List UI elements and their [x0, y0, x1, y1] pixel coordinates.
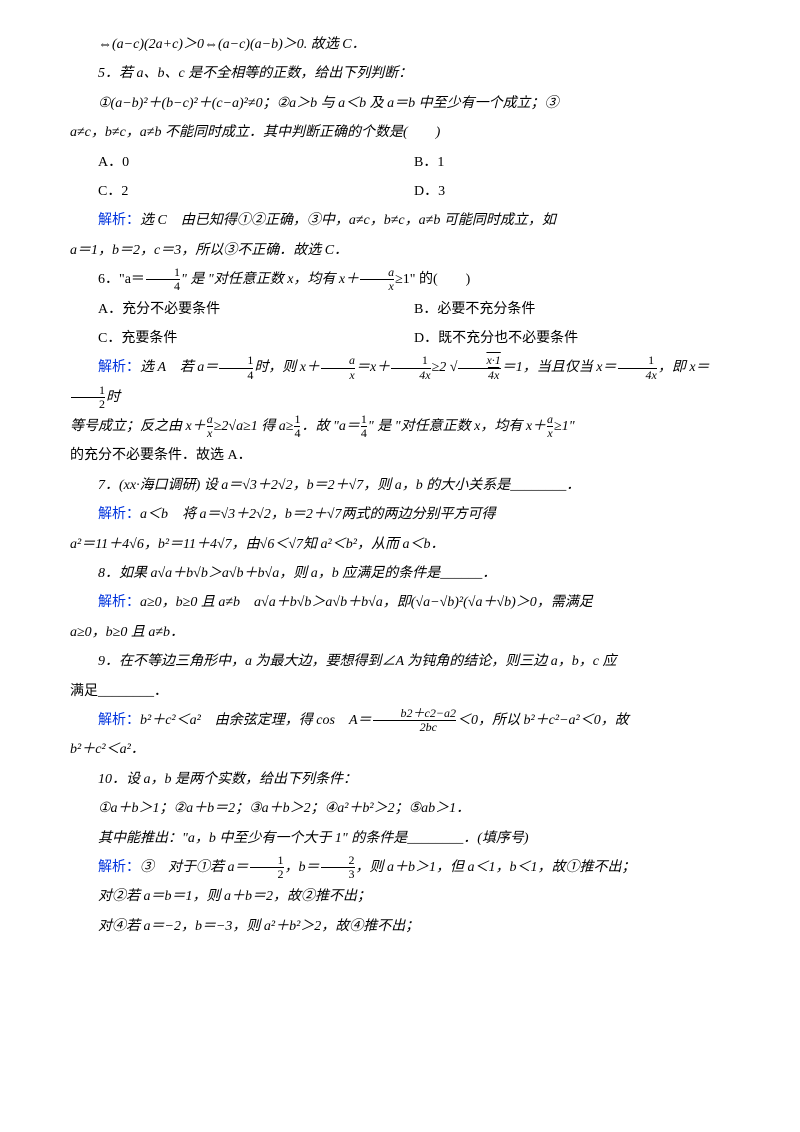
q8-stem: 8．如果 a√a＋b√b＞a√b＋b√a，则 a，b 应满足的条件是______…	[70, 559, 730, 588]
q10-stem: 10．设 a，b 是两个实数，给出下列条件：	[70, 765, 730, 794]
q9-analysis-1: 解析：b²＋c²＜a² 由余弦定理，得 cos A＝b2＋c2−a22bc＜0，…	[70, 706, 730, 735]
q6-options-row1: A．充分不必要条件 B．必要不充分条件	[98, 295, 730, 324]
q9-analysis-2: b²＋c²＜a²．	[70, 735, 730, 764]
q5-analysis: 解析：选 C 由已知得①②正确，③中，a≠c，b≠c，a≠b 可能同时成立，如	[70, 206, 730, 235]
q10-conds: ①a＋b＞1；②a＋b＝2；③a＋b＞2；④a²＋b²＞2；⑤ab＞1．	[70, 794, 730, 823]
q6-optC: C．充要条件	[98, 324, 414, 353]
q10-analysis-2: 对②若 a＝b＝1，则 a＋b＝2，故②推不出；	[70, 882, 730, 911]
q5-options-row1: A．0 B．1	[98, 148, 730, 177]
q5-analysis-2: a＝1，b＝2，c＝3，所以③不正确．故选 C．	[70, 236, 730, 265]
q10-analysis-1: 解析：③ 对于①若 a＝12，b＝23，则 a＋b＞1，但 a＜1，b＜1，故①…	[70, 853, 730, 882]
q5-optD: D．3	[414, 177, 730, 206]
frac-a-x: ax	[360, 266, 394, 293]
q6-analysis-1: 解析：选 A 若 a＝14时，则 x＋ax＝x＋14x≥2 √x·14x＝1，当…	[70, 353, 730, 412]
analysis-label: 解析：	[98, 507, 140, 522]
q5-stmt2: a≠c，b≠c，a≠b 不能同时成立．其中判断正确的个数是( )	[70, 118, 730, 147]
frac-1-4: 14	[146, 266, 180, 293]
q5-options-row2: C．2 D．3	[98, 177, 730, 206]
analysis-label: 解析：	[98, 360, 140, 375]
q6-analysis-2: 等号成立；反之由 x＋ax≥2√a≥1 得 a≥14．故 "a＝14" 是 "对…	[70, 412, 730, 441]
q6-analysis-3: 的充分不必要条件．故选 A．	[70, 441, 730, 470]
q8-analysis-2: a≥0，b≥0 且 a≠b．	[70, 618, 730, 647]
q6-optD: D．既不充分也不必要条件	[414, 324, 730, 353]
q10-analysis-3: 对④若 a＝−2，b＝−3，则 a²＋b²＞2，故④推不出；	[70, 912, 730, 941]
q5-stem: 5．若 a、b、c 是不全相等的正数，给出下列判断：	[70, 59, 730, 88]
q7-analysis-2: a²＝11＋4√6，b²＝11＋4√7，由√6＜√7知 a²＜b²，从而 a＜b…	[70, 530, 730, 559]
analysis-label: 解析：	[98, 595, 140, 610]
q5-optA: A．0	[98, 148, 414, 177]
q10-ask: 其中能推出："a，b 中至少有一个大于 1" 的条件是________．(填序号…	[70, 824, 730, 853]
analysis-label: 解析：	[98, 713, 140, 728]
q9-stem-2: 满足________．	[70, 677, 730, 706]
q6-optB: B．必要不充分条件	[414, 295, 730, 324]
q7-analysis-1: 解析：a＜b 将 a＝√3＋2√2，b＝2＋√7两式的两边分别平方可得	[70, 500, 730, 529]
q5-optC: C．2	[98, 177, 414, 206]
q6-optA: A．充分不必要条件	[98, 295, 414, 324]
q9-stem-1: 9．在不等边三角形中，a 为最大边，要想得到∠A 为钝角的结论，则三边 a，b，…	[70, 647, 730, 676]
q8-analysis-1: 解析：a≥0，b≥0 且 a≠b a√a＋b√b＞a√b＋b√a，即(√a−√b…	[70, 588, 730, 617]
analysis-label: 解析：	[98, 213, 140, 228]
prev-line: ⇔(a−c)(2a+c)＞0⇔(a−c)(a−b)＞0. 故选 C．	[70, 30, 730, 59]
q5-stmt1: ①(a−b)²＋(b−c)²＋(c−a)²≠0；②a＞b 与 a＜b 及 a＝b…	[70, 89, 730, 118]
q6-stem: 6．"a＝14" 是 "对任意正数 x，均有 x＋ax≥1" 的( )	[70, 265, 730, 294]
q5-optB: B．1	[414, 148, 730, 177]
q7-stem: 7．(xx·海口调研) 设 a＝√3＋2√2，b＝2＋√7，则 a，b 的大小关…	[70, 471, 730, 500]
analysis-label: 解析：	[98, 860, 140, 875]
q6-options-row2: C．充要条件 D．既不充分也不必要条件	[98, 324, 730, 353]
frac-cos: b2＋c2−a22bc	[373, 707, 456, 734]
